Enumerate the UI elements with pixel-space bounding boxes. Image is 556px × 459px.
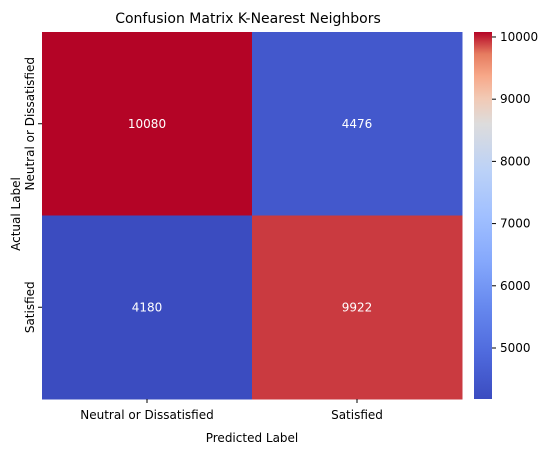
y-axis-ticks: Neutral or Dissatisfied Satisfied (23, 57, 42, 333)
y-axis-label: Actual Label (9, 177, 23, 251)
heatmap-cell-label-r0-c0: 10080 (128, 117, 166, 131)
x-axis-label: Predicted Label (206, 431, 299, 445)
colorbar-tick-label-1: 6000 (500, 279, 531, 293)
y-tick-label-0: Neutral or Dissatisfied (23, 57, 37, 190)
heatmap-cell-r1-c1 (252, 215, 463, 400)
colorbar-tick-label-4: 9000 (500, 92, 531, 106)
colorbar-tick-label-5: 10000 (500, 30, 538, 44)
heatmap-cell-r0-c0 (42, 32, 253, 216)
heatmap-cell-r1-c0 (42, 215, 253, 400)
chart-title: Confusion Matrix K-Nearest Neighbors (115, 11, 381, 27)
heatmap-cells (42, 32, 463, 400)
x-tick-label-1: Satisfied (331, 408, 383, 422)
x-tick-label-0: Neutral or Dissatisfied (80, 408, 213, 422)
colorbar-tick-label-3: 8000 (500, 154, 531, 168)
heatmap-cell-labels: 10080 4476 4180 9922 (128, 117, 372, 315)
heatmap-cell-label-r0-c1: 4476 (342, 117, 373, 131)
colorbar-ticks: 5000 6000 7000 8000 9000 10000 (492, 30, 538, 355)
colorbar-tick-label-0: 5000 (500, 341, 531, 355)
heatmap-cell-label-r1-c1: 9922 (342, 300, 373, 314)
heatmap-cell-label-r1-c0: 4180 (132, 300, 163, 314)
colorbar (474, 32, 492, 399)
heatmap-cell-r0-c1 (252, 32, 463, 216)
colorbar-tick-label-2: 7000 (500, 217, 531, 231)
y-tick-label-1: Satisfied (23, 281, 37, 333)
x-axis-ticks: Neutral or Dissatisfied Satisfied (80, 399, 383, 422)
